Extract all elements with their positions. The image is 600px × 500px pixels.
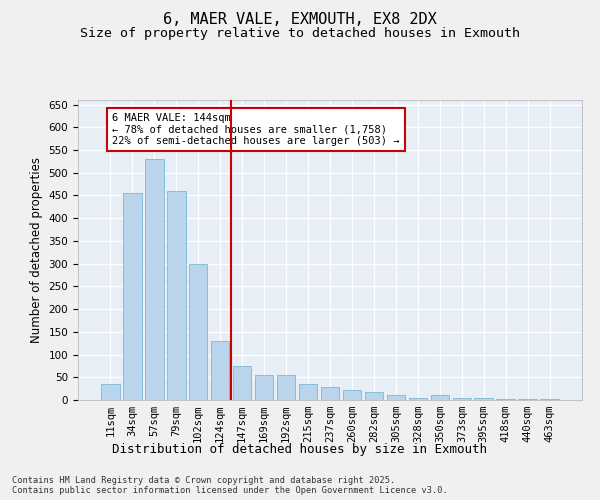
Bar (277, 375, 295, 400)
Bar (496, 398, 515, 400)
Bar (255, 375, 274, 400)
Bar (431, 396, 449, 400)
Bar (452, 398, 471, 400)
Bar (409, 398, 427, 400)
Bar (211, 341, 229, 400)
Bar (299, 384, 317, 400)
Bar (541, 399, 559, 400)
Bar (518, 399, 537, 400)
Bar (343, 390, 361, 400)
Bar (145, 159, 164, 400)
Bar (189, 264, 208, 400)
Text: 6 MAER VALE: 144sqm
← 78% of detached houses are smaller (1,758)
22% of semi-det: 6 MAER VALE: 144sqm ← 78% of detached ho… (112, 112, 400, 146)
Bar (365, 392, 383, 400)
Bar (386, 394, 405, 400)
Text: Contains HM Land Registry data © Crown copyright and database right 2025.
Contai: Contains HM Land Registry data © Crown c… (12, 476, 448, 495)
Bar (167, 191, 185, 400)
Bar (101, 384, 119, 400)
Bar (233, 366, 251, 400)
Bar (475, 398, 493, 400)
Bar (320, 388, 340, 400)
Bar (123, 193, 142, 400)
Y-axis label: Number of detached properties: Number of detached properties (30, 157, 43, 343)
Text: 6, MAER VALE, EXMOUTH, EX8 2DX: 6, MAER VALE, EXMOUTH, EX8 2DX (163, 12, 437, 28)
Text: Distribution of detached houses by size in Exmouth: Distribution of detached houses by size … (113, 442, 487, 456)
Text: Size of property relative to detached houses in Exmouth: Size of property relative to detached ho… (80, 28, 520, 40)
